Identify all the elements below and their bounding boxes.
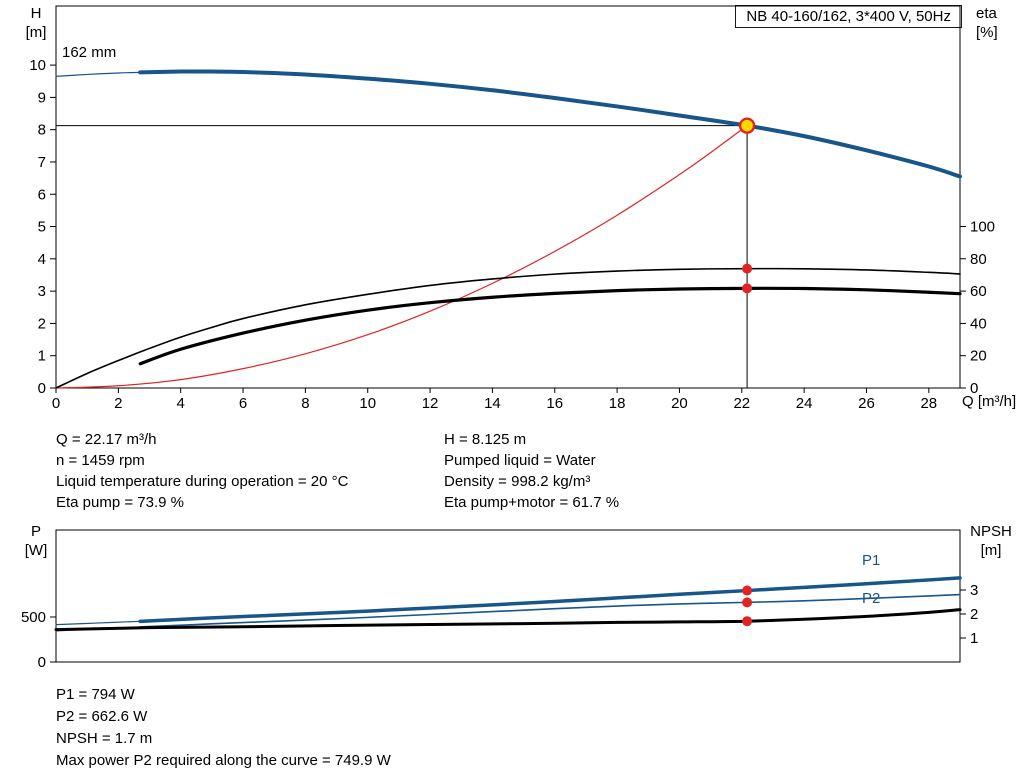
power-npsh-chart: 0 500 1 2 3	[21, 529, 978, 671]
operating-data-left: Q = 22.17 m³/h n = 1459 rpm Liquid tempe…	[56, 429, 348, 513]
eta-axis-label-line2: [%]	[976, 24, 998, 41]
x-tick-label: 0	[52, 395, 60, 412]
x-tick-label: 12	[422, 395, 439, 412]
system-curve	[55, 125, 748, 389]
left-axis-tick-label: 10	[29, 57, 46, 74]
pumped-liquid-line: Pumped liquid = Water	[444, 452, 596, 469]
x-tick-label: 8	[301, 395, 309, 412]
right-axis-tick-label: 60	[970, 283, 987, 300]
liquid-temperature-line: Liquid temperature during operation = 20…	[56, 473, 349, 490]
left-axis-tick-label: 1	[38, 348, 46, 365]
density-line: Density = 998.2 kg/m³	[444, 473, 591, 490]
left-axis-tick-label: 5	[38, 219, 46, 236]
duty-point[interactable]	[738, 117, 756, 134]
eta-pump-curve	[55, 267, 961, 389]
x-tick-label: 4	[177, 395, 185, 412]
power-results-block: P1 = 794 W P2 = 662.6 W NPSH = 1.7 m Max…	[56, 684, 391, 772]
x-tick-label: 22	[733, 395, 750, 412]
x-tick-label: 18	[609, 395, 626, 412]
impeller-diameter-label: 162 mm	[62, 44, 117, 61]
head-value-line: H = 8.125 m	[444, 431, 527, 448]
p2-value-line: P2 = 662.6 W	[56, 708, 148, 725]
left-axis-tick-label: 9	[38, 89, 46, 106]
p-axis-label: P [W]	[18, 522, 54, 560]
x-tick-label: 28	[920, 395, 937, 412]
left-axis-tick-label: 8	[38, 122, 46, 139]
left-axis-tick-label: 0	[38, 380, 46, 397]
p1-value-line: P1 = 794 W	[56, 686, 135, 703]
left-axis-tick-label: 2	[38, 315, 46, 332]
max-power-line: Max power P2 required along the curve = …	[56, 752, 391, 769]
p1-dot	[742, 585, 753, 596]
p1-curve-thin-start	[55, 620, 141, 626]
pump-curve-thin-start	[55, 71, 141, 77]
eta-pump-motor-dot	[742, 283, 753, 294]
p-axis-label-line1: P	[30, 523, 41, 540]
eta-pump-dot	[742, 263, 753, 274]
right-axis-tick-label: 2	[970, 606, 978, 623]
right-axis-tick-label: 3	[970, 582, 978, 599]
plot-frame	[55, 5, 961, 389]
x-tick-label: 6	[239, 395, 247, 412]
eta-axis-label: eta [%]	[976, 4, 998, 42]
h-axis-label-line2: [m]	[25, 24, 47, 41]
npsh-value-line: NPSH = 1.7 m	[56, 730, 153, 747]
p1-curve	[138, 576, 962, 624]
right-axis-tick-label: 20	[970, 348, 987, 365]
left-axis-tick-label: 0	[38, 654, 46, 671]
npsh-axis-label-line1: NPSH	[970, 523, 1012, 540]
right-axis-tick-label: 40	[970, 315, 987, 332]
q-value-line: Q = 22.17 m³/h	[56, 431, 157, 448]
p-axis-label-line2: [W]	[24, 542, 48, 559]
npsh-axis-label-line2: [m]	[980, 542, 1002, 559]
h-axis-label-line1: H	[30, 5, 42, 22]
plot-frame	[55, 529, 961, 663]
left-axis-tick-label: 7	[38, 154, 46, 171]
npsh-curve	[54, 608, 962, 632]
right-axis-tick-label: 100	[970, 218, 995, 235]
npsh-dot	[742, 616, 753, 627]
x-tick-label: 16	[546, 395, 563, 412]
hq-efficiency-chart: 0 2 4 6 8 10 12 14 16 18 20 22 24 26 28012345678910020…	[29, 5, 995, 412]
left-axis-tick-label: 6	[38, 186, 46, 203]
pump-curve-162mm	[138, 69, 962, 179]
eta-pump-motor-curve	[138, 286, 962, 366]
eta-pump-line: Eta pump = 73.9 %	[56, 494, 184, 511]
h-axis-label: H [m]	[18, 4, 54, 42]
operating-data-right: H = 8.125 m Pumped liquid = Water Densit…	[444, 429, 619, 513]
left-axis-tick-label: 4	[38, 251, 46, 268]
pump-title-text: NB 40-160/162, 3*400 V, 50Hz	[746, 8, 951, 25]
p1-curve-label: P1	[862, 552, 881, 569]
x-tick-label: 10	[359, 395, 376, 412]
eta-pump-motor-line: Eta pump+motor = 61.7 %	[444, 494, 620, 511]
x-tick-label: 24	[796, 395, 813, 412]
right-axis-tick-label: 1	[970, 630, 978, 647]
p2-curve	[139, 593, 961, 628]
pump-title-box: NB 40-160/162, 3*400 V, 50Hz	[735, 5, 962, 28]
right-axis-tick-label: 0	[970, 380, 978, 397]
p2-dot	[742, 597, 753, 608]
eta-axis-label-line1: eta	[976, 5, 997, 22]
npsh-axis-label: NPSH [m]	[964, 522, 1018, 560]
x-tick-label: 2	[114, 395, 122, 412]
right-axis-tick-label: 80	[970, 251, 987, 268]
speed-value-line: n = 1459 rpm	[56, 452, 145, 469]
x-tick-label: 20	[671, 395, 688, 412]
p2-curve-label: P2	[862, 590, 881, 607]
left-axis-tick-label: 500	[21, 609, 46, 626]
q-axis-label: Q [m³/h]	[962, 393, 1017, 410]
x-tick-label: 26	[858, 395, 875, 412]
left-axis-tick-label: 3	[38, 283, 46, 300]
x-tick-label: 14	[484, 395, 501, 412]
